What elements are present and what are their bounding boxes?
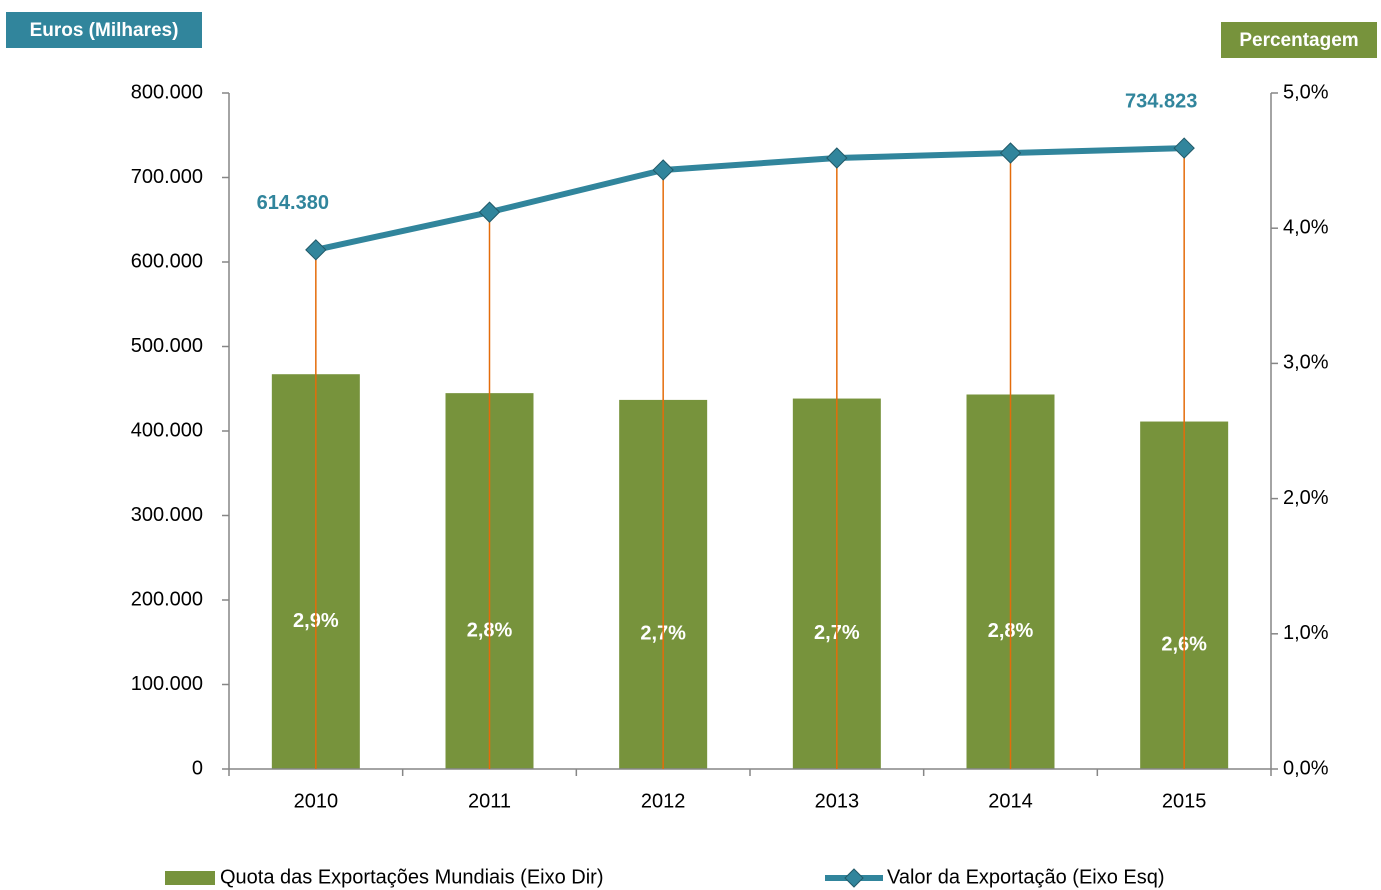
marker <box>826 147 848 169</box>
line <box>315 145 1185 253</box>
y2-tick-label: 5,0% <box>1283 81 1329 103</box>
x-tick-label: 2011 <box>468 790 511 812</box>
y-label-box <box>6 12 202 48</box>
y-tick-label: 0 <box>192 757 203 779</box>
x-tick-label: 2015 <box>1162 790 1207 812</box>
y-tick-label: 300.000 <box>131 504 203 526</box>
y2-tick-label: 4,0% <box>1283 216 1329 238</box>
y2-tick-label: 3,0% <box>1283 352 1329 374</box>
y2-tick-label: 1,0% <box>1283 622 1329 644</box>
y2-axis-title: Percentagem <box>1239 30 1358 51</box>
y-tick-label: 100.000 <box>131 673 203 695</box>
y-tick-label: 200.000 <box>131 588 203 610</box>
x-tick-label: 2012 <box>641 790 686 812</box>
line-value-label: 734.823 <box>1125 90 1197 112</box>
legend-label: Valor da Exportação (Eixo Esq) <box>887 866 1165 888</box>
marker <box>305 239 327 261</box>
y2-label-box <box>1221 22 1377 58</box>
y-tick-label: 600.000 <box>131 250 203 272</box>
legend-swatch <box>165 871 215 885</box>
y-tick-label: 500.000 <box>131 335 203 357</box>
y2-tick-label: 2,0% <box>1283 487 1329 509</box>
legend-marker <box>844 868 864 888</box>
marker <box>652 159 674 181</box>
x-tick-label: 2010 <box>294 790 339 812</box>
legend-label: Quota das Exportações Mundiais (Eixo Dir… <box>220 866 604 888</box>
y-axis-title: Euros (Milhares) <box>30 20 179 41</box>
x-tick-label: 2013 <box>815 790 860 812</box>
marker <box>999 142 1022 164</box>
marker <box>1173 137 1195 159</box>
y-tick-label: 800.000 <box>131 81 203 103</box>
y-tick-label: 700.000 <box>131 166 203 188</box>
y-tick-label: 400.000 <box>131 419 203 441</box>
x-tick-label: 2014 <box>988 790 1033 812</box>
marker <box>478 201 501 223</box>
line-value-label: 614.380 <box>257 192 329 214</box>
y2-tick-label: 0,0% <box>1283 757 1329 779</box>
